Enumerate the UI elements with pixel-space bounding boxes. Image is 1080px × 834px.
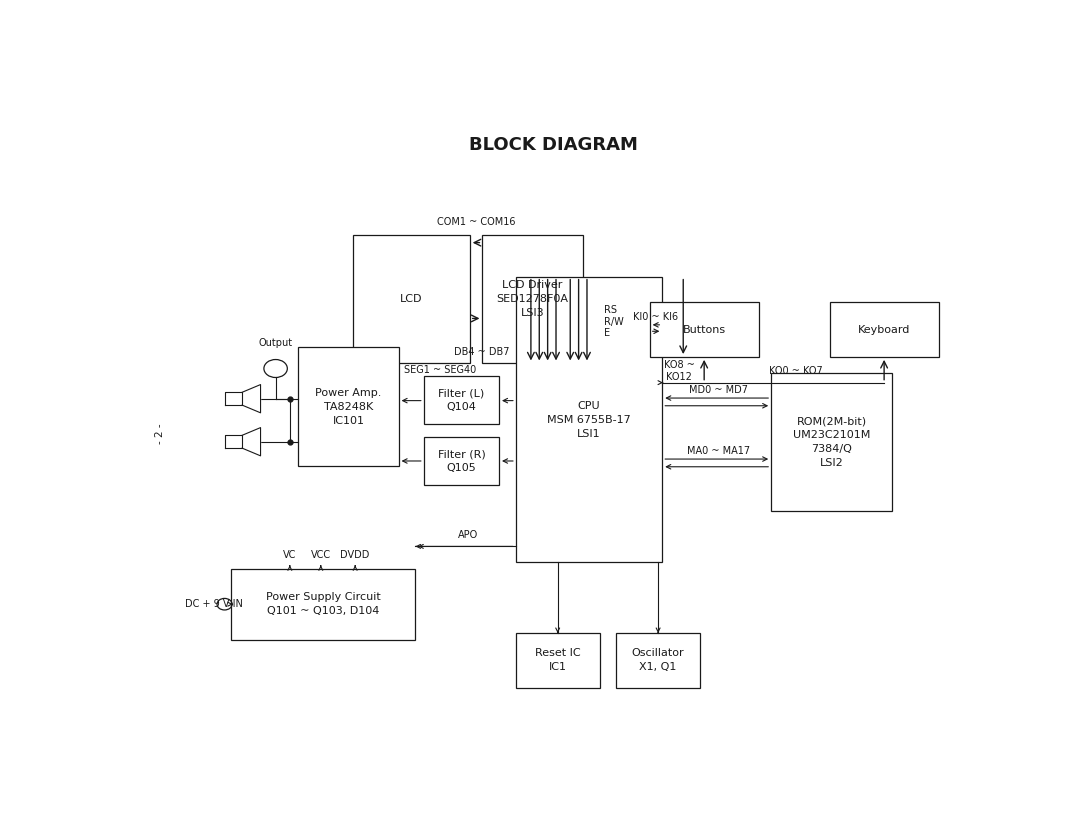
Text: VC: VC <box>283 550 297 560</box>
Bar <box>298 347 399 466</box>
Polygon shape <box>226 435 242 448</box>
Bar <box>231 569 416 640</box>
Text: LCD Driver
SED1278F0A
LSI3: LCD Driver SED1278F0A LSI3 <box>497 280 568 318</box>
Text: RS
R/W
E: RS R/W E <box>604 305 623 339</box>
Text: APO: APO <box>458 530 478 540</box>
Text: - 2 -: - 2 - <box>156 424 165 445</box>
Text: Filter (R)
Q105: Filter (R) Q105 <box>437 450 485 474</box>
Text: Filter (L)
Q104: Filter (L) Q104 <box>438 389 485 412</box>
Bar <box>829 303 939 357</box>
Bar <box>650 303 758 357</box>
Text: MA0 ~ MA17: MA0 ~ MA17 <box>687 446 750 456</box>
Bar <box>423 376 499 425</box>
Text: DC + 9 V IN: DC + 9 V IN <box>186 599 243 609</box>
Polygon shape <box>242 384 260 413</box>
Text: LCD: LCD <box>400 294 422 304</box>
Polygon shape <box>226 392 242 405</box>
Text: DB4 ~ DB7: DB4 ~ DB7 <box>455 347 510 357</box>
Text: DVDD: DVDD <box>340 550 369 560</box>
Text: Oscillator
X1, Q1: Oscillator X1, Q1 <box>632 648 685 672</box>
Text: Reset IC
IC1: Reset IC IC1 <box>535 648 580 672</box>
Bar <box>483 235 583 364</box>
Bar <box>771 373 892 511</box>
Text: KI0 ~ KI6: KI0 ~ KI6 <box>633 312 678 322</box>
Bar <box>617 633 700 688</box>
Text: MD0 ~ MD7: MD0 ~ MD7 <box>689 385 747 395</box>
Text: KO0 ~ KO7: KO0 ~ KO7 <box>769 366 823 376</box>
Bar <box>516 633 599 688</box>
Bar <box>352 235 470 364</box>
Text: Power Amp.
TA8248K
IC101: Power Amp. TA8248K IC101 <box>315 388 381 425</box>
Text: CPU
MSM 6755B-17
LSI1: CPU MSM 6755B-17 LSI1 <box>548 400 631 439</box>
Text: Output: Output <box>258 338 293 348</box>
Text: KO8 ~
KO12: KO8 ~ KO12 <box>663 360 694 382</box>
Text: COM1 ~ COM16: COM1 ~ COM16 <box>437 217 516 227</box>
Text: Buttons: Buttons <box>683 324 726 334</box>
Text: Keyboard: Keyboard <box>858 324 910 334</box>
Polygon shape <box>242 428 260 456</box>
Bar <box>516 277 662 562</box>
Text: VCC: VCC <box>311 550 330 560</box>
Text: Power Supply Circuit
Q101 ~ Q103, D104: Power Supply Circuit Q101 ~ Q103, D104 <box>266 592 381 616</box>
Text: SEG1 ~ SEG40: SEG1 ~ SEG40 <box>404 364 476 374</box>
Text: ROM(2M-bit)
UM23C2101M
7384/Q
LSI2: ROM(2M-bit) UM23C2101M 7384/Q LSI2 <box>793 416 870 468</box>
Bar <box>423 437 499 485</box>
Text: BLOCK DIAGRAM: BLOCK DIAGRAM <box>469 136 638 154</box>
